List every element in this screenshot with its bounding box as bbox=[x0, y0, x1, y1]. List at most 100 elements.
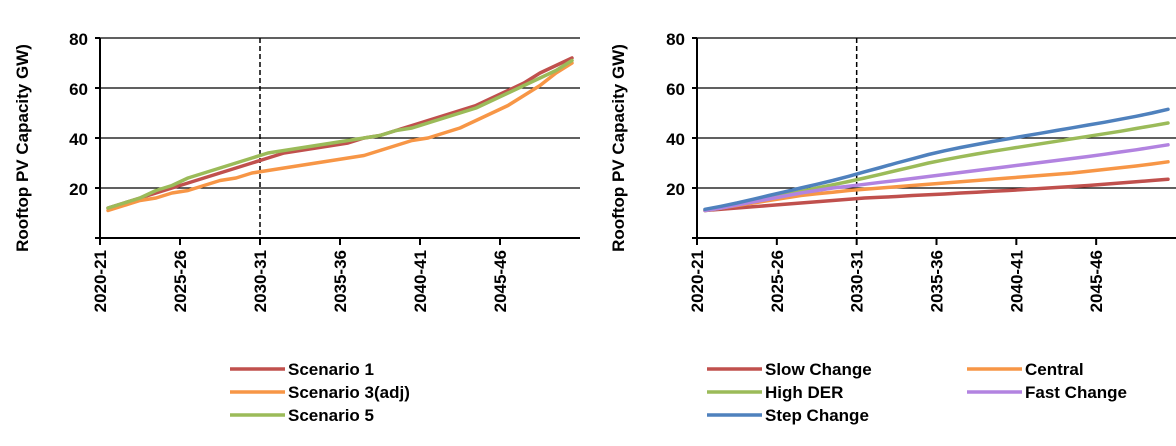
data-point bbox=[458, 126, 462, 130]
data-point bbox=[879, 196, 882, 199]
x-tick-label: 2030-31 bbox=[848, 250, 867, 312]
data-point bbox=[975, 143, 978, 146]
series-scenario-5 bbox=[106, 58, 574, 210]
data-point bbox=[378, 134, 382, 137]
data-point bbox=[815, 186, 818, 190]
data-point bbox=[751, 200, 755, 204]
data-point bbox=[410, 139, 414, 142]
chart-1: 20 40 60 80 2020-21 2025-26 2030-31 2035-36 2040… bbox=[13, 30, 580, 425]
data-point bbox=[927, 161, 930, 165]
data-point bbox=[975, 152, 978, 156]
data-point bbox=[1023, 145, 1026, 148]
x-tick-label: 2040-41 bbox=[1007, 250, 1026, 312]
data-point bbox=[799, 194, 802, 197]
data-point bbox=[1055, 173, 1058, 176]
data-point bbox=[879, 173, 882, 176]
series-scenario-1 bbox=[106, 56, 574, 210]
x-tick-label: 2020-21 bbox=[91, 250, 110, 312]
data-point bbox=[474, 119, 478, 122]
data-point bbox=[170, 191, 174, 195]
series-fast-change bbox=[703, 143, 1170, 213]
data-point bbox=[1055, 159, 1058, 162]
data-point bbox=[895, 179, 898, 182]
series-central bbox=[703, 160, 1170, 213]
data-point bbox=[1166, 108, 1170, 111]
data-point bbox=[991, 140, 994, 143]
data-point bbox=[943, 173, 946, 176]
data-point bbox=[927, 175, 930, 178]
data-point bbox=[298, 164, 302, 167]
data-point bbox=[975, 179, 978, 182]
data-point bbox=[1086, 155, 1090, 158]
y-tick-label: 60 bbox=[69, 80, 88, 99]
data-point bbox=[538, 84, 542, 87]
legend-label: Scenario 3(adj) bbox=[288, 383, 410, 402]
data-point bbox=[474, 106, 478, 110]
data-point bbox=[943, 149, 946, 152]
data-point bbox=[1039, 187, 1042, 190]
data-point bbox=[1166, 143, 1170, 146]
data-point bbox=[186, 189, 190, 192]
data-point bbox=[1039, 161, 1042, 164]
series-line bbox=[703, 177, 1170, 213]
data-point bbox=[895, 185, 898, 188]
data-point bbox=[1166, 160, 1170, 163]
data-point bbox=[895, 169, 898, 172]
data-point bbox=[863, 196, 866, 200]
legend-item: Scenario 3(adj) bbox=[230, 383, 410, 402]
data-point bbox=[394, 129, 398, 132]
data-point bbox=[346, 156, 350, 160]
data-point bbox=[1023, 188, 1026, 191]
data-point bbox=[202, 176, 206, 180]
x-tick-label: 2045-46 bbox=[1087, 250, 1106, 312]
data-point bbox=[234, 161, 238, 165]
data-point bbox=[266, 156, 270, 160]
data-point bbox=[1118, 150, 1122, 154]
data-point bbox=[346, 141, 350, 145]
legend-label: High DER bbox=[765, 383, 843, 402]
data-point bbox=[799, 186, 802, 190]
data-point bbox=[330, 141, 334, 145]
data-point bbox=[975, 191, 978, 194]
data-point bbox=[1071, 185, 1074, 188]
data-point bbox=[927, 153, 930, 156]
data-point bbox=[767, 197, 771, 201]
data-point bbox=[991, 178, 994, 181]
data-point bbox=[959, 146, 962, 149]
data-point bbox=[250, 161, 254, 165]
data-point bbox=[1023, 175, 1026, 178]
x-tick-label: 2025-26 bbox=[171, 250, 190, 312]
chart-2: 20 40 60 80 2020-21 2025-26 2030-31 2035-36 2040… bbox=[609, 30, 1176, 425]
data-point bbox=[751, 205, 755, 208]
legend-item: Central bbox=[967, 360, 1084, 379]
data-point bbox=[1071, 171, 1074, 175]
data-point bbox=[911, 184, 914, 187]
data-point bbox=[426, 121, 430, 125]
data-point bbox=[202, 171, 206, 175]
data-point bbox=[554, 64, 558, 67]
data-point bbox=[1102, 132, 1106, 135]
data-point bbox=[1134, 164, 1138, 168]
data-point bbox=[1150, 146, 1154, 149]
legend-label: Slow Change bbox=[765, 360, 872, 379]
legend: Slow Change Central High DER Fast Change Ste… bbox=[707, 360, 1127, 425]
data-point bbox=[282, 151, 286, 155]
legend-item: Step Change bbox=[707, 406, 869, 425]
series-line bbox=[106, 58, 574, 210]
data-point bbox=[570, 59, 574, 62]
data-point bbox=[1039, 132, 1042, 135]
legend-label: Scenario 1 bbox=[288, 360, 374, 379]
data-point bbox=[442, 116, 446, 120]
data-point bbox=[122, 201, 126, 205]
data-point bbox=[991, 190, 994, 193]
data-point bbox=[879, 186, 882, 190]
data-point bbox=[863, 176, 866, 180]
legend-item: Fast Change bbox=[967, 383, 1127, 402]
data-point bbox=[330, 144, 334, 147]
data-point bbox=[538, 76, 542, 80]
data-point bbox=[847, 198, 850, 201]
data-point bbox=[847, 180, 850, 183]
data-point bbox=[218, 166, 222, 170]
data-point bbox=[815, 189, 818, 192]
